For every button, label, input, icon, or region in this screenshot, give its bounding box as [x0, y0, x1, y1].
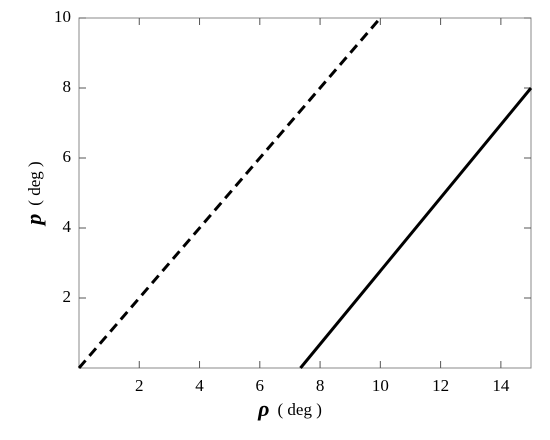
- x-tick-label: 2: [135, 376, 144, 395]
- y-axis-label: p ( deg ): [21, 161, 46, 226]
- x-axis-label: ρ ( deg ): [257, 396, 322, 421]
- x-label-unit: ( deg ): [277, 400, 321, 419]
- x-tick-label: 6: [256, 376, 265, 395]
- y-tick-label: 6: [63, 147, 72, 166]
- x-tick-label: 8: [316, 376, 325, 395]
- data-line: [77, 17, 382, 369]
- x-tick-label: 4: [195, 376, 204, 395]
- x-tick-label: 10: [372, 376, 389, 395]
- plot-frame: [78, 17, 532, 369]
- y-tick-label: 8: [63, 77, 72, 96]
- y-label-symbol: p: [21, 214, 46, 227]
- x-tick-label: 14: [492, 376, 510, 395]
- y-tick-label: 4: [63, 217, 72, 236]
- y-label-unit: ( deg ): [25, 161, 44, 205]
- x-tick-label: 12: [432, 376, 449, 395]
- data-line: [299, 87, 533, 369]
- x-label-symbol: ρ: [257, 396, 269, 421]
- y-tick-label: 2: [63, 287, 72, 306]
- y-tick-label: 10: [54, 7, 71, 26]
